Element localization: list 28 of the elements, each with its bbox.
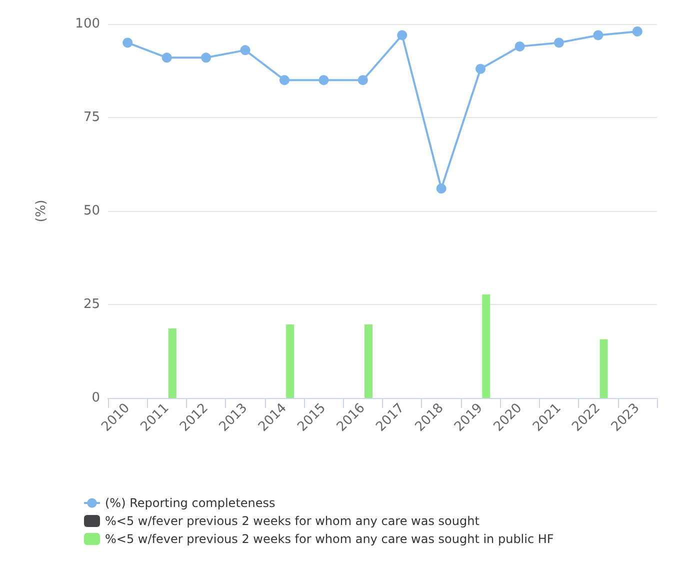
point — [397, 30, 408, 40]
point — [514, 41, 525, 52]
legend-label: %<5 w/fever previous 2 weeks for whom any care was sought — [105, 514, 480, 528]
y-tick-label: 25 — [83, 297, 100, 312]
y-axis-title: (%) — [34, 200, 49, 222]
y-tick-label: 100 — [75, 16, 100, 32]
legend-label: %<5 w/fever previous 2 weeks for whom any care was sought in public HF — [105, 532, 554, 546]
y-tick-label: 0 — [92, 390, 100, 406]
point — [201, 52, 212, 63]
point — [279, 75, 290, 86]
point — [593, 30, 604, 40]
bar — [482, 294, 490, 398]
point — [436, 184, 446, 194]
bar — [168, 328, 176, 398]
bar — [364, 324, 372, 398]
bar — [600, 339, 608, 398]
point — [122, 38, 133, 48]
y-tick-label: 50 — [83, 204, 100, 218]
point — [632, 26, 642, 36]
point — [318, 75, 329, 86]
bar — [286, 324, 294, 398]
y-tick-label: 75 — [83, 110, 100, 125]
point — [554, 38, 564, 48]
point — [240, 45, 250, 56]
point — [358, 75, 368, 86]
point — [476, 64, 486, 74]
legend-label: (%) Reporting completeness — [105, 496, 276, 510]
point — [162, 52, 172, 63]
